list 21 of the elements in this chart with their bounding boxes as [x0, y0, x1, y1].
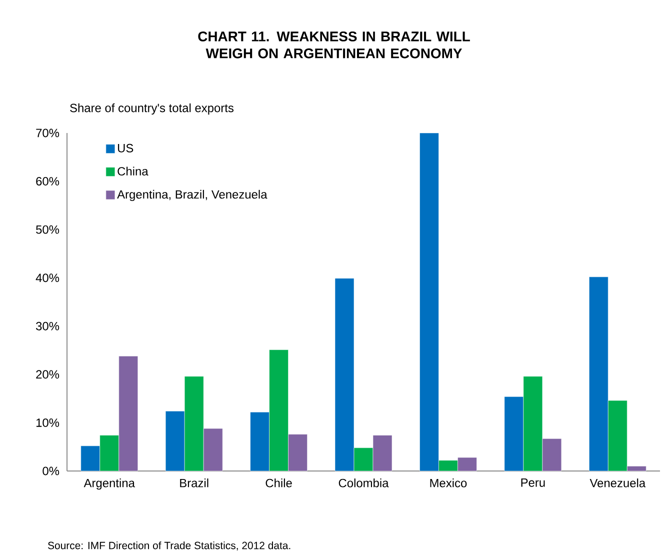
y-tick-label: 60%: [36, 177, 60, 186]
source-note: Source: IMF Direction of Trade Statistics, 2012 data.: [48, 542, 290, 550]
y-tick-label: 30%: [36, 322, 60, 330]
legend-label: US: [118, 144, 134, 152]
x-tick-label: Peru: [521, 478, 545, 487]
x-tick-label: Colombia: [338, 478, 389, 488]
y-tick-label: 70%: [36, 128, 60, 138]
x-tick-label: Chile: [266, 478, 292, 488]
y-tick-label: 20%: [36, 370, 60, 379]
y-tick-label: 0%: [42, 466, 60, 476]
x-tick-label: Mexico: [430, 478, 467, 488]
chart-title: CHART 11. WEAKNESS IN BRAZIL WILL WEIGH ON ARGENTINEAN ECONOMY: [198, 32, 470, 58]
x-tick-label: Argentina: [84, 478, 135, 490]
y-tick-label: 10%: [36, 418, 60, 427]
y-tick-label: 40%: [36, 274, 60, 282]
x-tick-label: Brazil: [180, 478, 208, 488]
y-tick-label: 50%: [36, 225, 60, 234]
legend-label: Argentina, Brazil, Venezuela: [117, 190, 268, 202]
legend-label: China: [118, 166, 148, 176]
x-tick-label: Venezuela: [590, 478, 646, 488]
y-axis-title: Share of country's total exports: [70, 103, 234, 115]
